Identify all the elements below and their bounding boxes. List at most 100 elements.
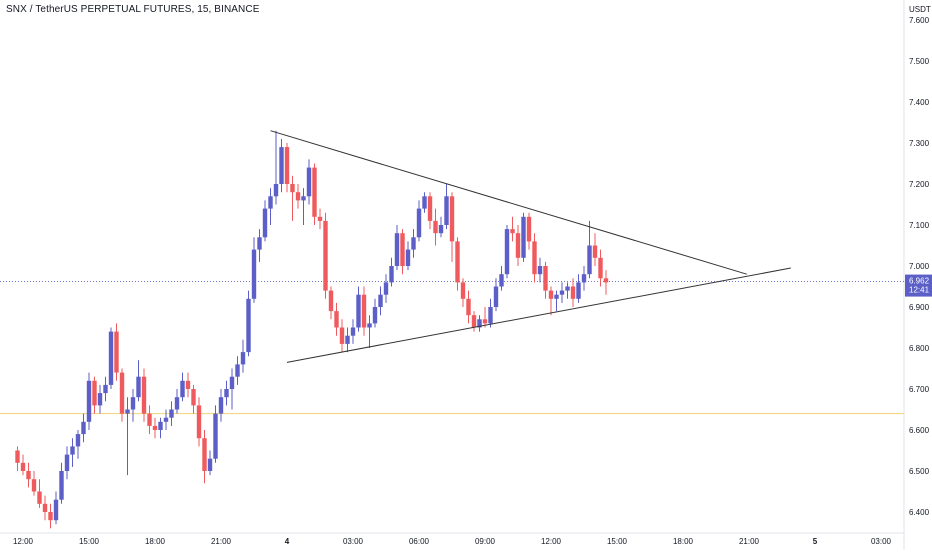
candle-body (405, 249, 411, 266)
candle (207, 450, 213, 476)
y-tick-label: 7.400 (909, 98, 930, 107)
candle (339, 319, 345, 353)
y-tick-label: 7.500 (909, 57, 930, 66)
candle-body (42, 503, 48, 512)
candle (301, 188, 306, 225)
candle-body (537, 266, 543, 275)
candle-body (92, 380, 97, 406)
candle-body (279, 147, 284, 184)
candle-body (235, 364, 240, 377)
candle (543, 261, 548, 299)
candle-body (466, 298, 471, 316)
x-tick-label: 18:00 (673, 537, 694, 546)
candle-body (416, 208, 422, 238)
last-price-badge (905, 274, 932, 297)
y-tick-label: 6.600 (909, 426, 930, 435)
candle-body (383, 282, 389, 295)
candle-body (31, 479, 37, 492)
candle-body (570, 286, 576, 299)
candle (581, 266, 587, 291)
candle (422, 192, 427, 213)
candle (42, 495, 48, 521)
trendline-lower (286, 267, 791, 363)
candle-body (290, 184, 295, 193)
candle (218, 389, 224, 422)
candle-body (180, 380, 185, 398)
y-tick-label: 6.900 (909, 303, 930, 312)
candle-body (378, 294, 383, 307)
candle (405, 241, 411, 271)
candle (185, 372, 191, 398)
y-tick-label: 6.800 (909, 344, 930, 353)
candle (306, 159, 312, 205)
candle-body (125, 409, 130, 414)
candle-body (257, 237, 262, 250)
countdown-label: 12:41 (909, 286, 930, 295)
candle-body (53, 499, 59, 521)
candle (180, 372, 185, 402)
candle (372, 298, 378, 328)
candle-body (81, 421, 86, 435)
candle-body (488, 307, 493, 324)
candle-body (218, 397, 224, 414)
candle-body (202, 438, 207, 471)
candle (15, 446, 20, 471)
candle (97, 384, 103, 414)
candle (323, 212, 328, 299)
candle-body (246, 298, 251, 353)
candle-body (339, 327, 345, 344)
candle-body (592, 245, 598, 258)
y-tick-label: 7.000 (909, 262, 930, 271)
candle-body (515, 233, 521, 258)
candle (125, 397, 130, 476)
candle-body (433, 220, 438, 234)
candle-body (526, 216, 532, 242)
candle-body (70, 446, 75, 455)
candle (438, 216, 444, 238)
candle (592, 233, 598, 266)
candle-body (334, 311, 339, 328)
candle (257, 229, 262, 262)
candle (136, 360, 141, 402)
candle-body (422, 196, 427, 209)
candle (378, 286, 383, 316)
candle (427, 192, 433, 230)
candle-body (455, 241, 460, 283)
x-tick-label: 5 (813, 537, 818, 546)
candle-body (169, 409, 174, 418)
candle (202, 430, 207, 484)
candle (334, 302, 339, 336)
candle-body (301, 196, 306, 201)
candle-body (15, 450, 20, 463)
candle (273, 130, 279, 205)
y-tick-label: 7.200 (909, 180, 930, 189)
candle-body (323, 220, 328, 291)
candle-body (350, 327, 356, 336)
candle (532, 233, 537, 283)
y-tick-label: 6.500 (909, 467, 930, 476)
candle-body (207, 458, 213, 471)
candle (141, 368, 147, 422)
x-tick-label: 21:00 (739, 537, 760, 546)
candle (416, 200, 422, 242)
candle (235, 356, 240, 385)
candle-body (136, 376, 141, 398)
candle-body (108, 331, 114, 385)
candle (504, 225, 510, 279)
candle-body (372, 307, 378, 324)
candle-body (268, 196, 273, 209)
candle-body (554, 294, 559, 299)
candle (290, 175, 295, 221)
candle-body (196, 405, 202, 439)
candle-body (510, 229, 515, 234)
candle (449, 192, 455, 262)
candle-body (394, 233, 400, 266)
x-tick-label: 12:00 (541, 537, 562, 546)
last-price-label: 6.962 (909, 277, 930, 286)
candle (361, 286, 367, 336)
candle-body (75, 434, 81, 447)
candle (565, 282, 570, 299)
candle-body (361, 294, 367, 328)
candle-body (312, 167, 317, 217)
candle (576, 274, 581, 303)
